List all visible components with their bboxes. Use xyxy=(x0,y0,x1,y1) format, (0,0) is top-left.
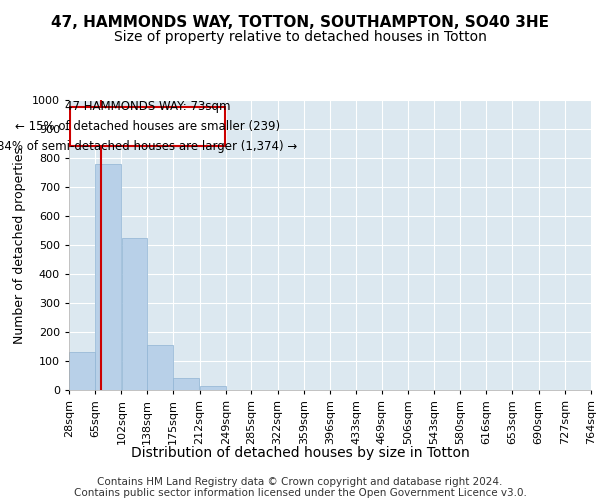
Text: 47, HAMMONDS WAY, TOTTON, SOUTHAMPTON, SO40 3HE: 47, HAMMONDS WAY, TOTTON, SOUTHAMPTON, S… xyxy=(51,15,549,30)
Bar xyxy=(69,352,95,390)
Y-axis label: Number of detached properties: Number of detached properties xyxy=(13,146,26,344)
Bar xyxy=(95,164,121,390)
Text: Distribution of detached houses by size in Totton: Distribution of detached houses by size … xyxy=(131,446,469,460)
Bar xyxy=(147,345,173,390)
Text: 47 HAMMONDS WAY: 73sqm
← 15% of detached houses are smaller (239)
84% of semi-de: 47 HAMMONDS WAY: 73sqm ← 15% of detached… xyxy=(0,100,298,154)
Bar xyxy=(122,238,147,390)
Bar xyxy=(173,378,199,390)
Bar xyxy=(200,386,226,390)
Text: Size of property relative to detached houses in Totton: Size of property relative to detached ho… xyxy=(113,30,487,44)
Bar xyxy=(70,108,225,146)
Text: Contains HM Land Registry data © Crown copyright and database right 2024.
Contai: Contains HM Land Registry data © Crown c… xyxy=(74,476,526,498)
